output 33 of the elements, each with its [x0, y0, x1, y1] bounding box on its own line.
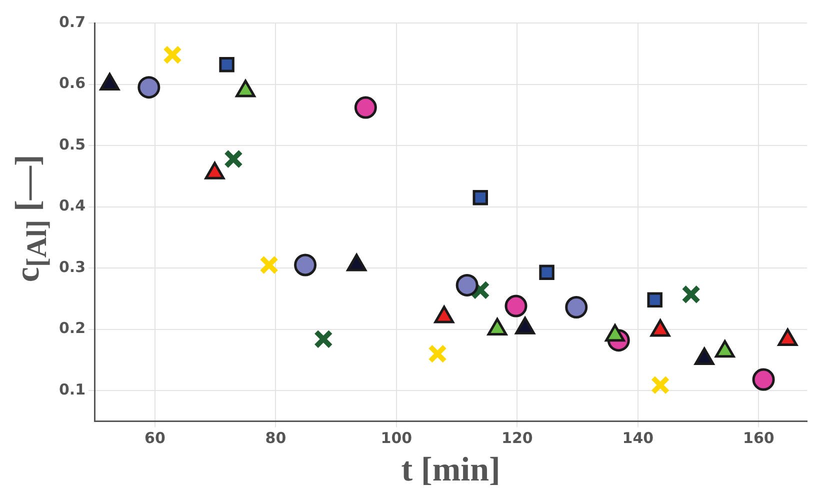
point — [650, 375, 670, 395]
y-tick-label: 0.7 — [58, 12, 86, 31]
y-tick-label: 0.4 — [58, 196, 86, 215]
x-tick-label: 140 — [622, 429, 654, 448]
y-tick-label: 0.6 — [58, 74, 86, 92]
x-tick-label: 120 — [502, 429, 533, 448]
point — [565, 296, 588, 319]
x-tick-label: 160 — [743, 429, 774, 448]
point — [138, 76, 160, 99]
point — [162, 45, 182, 64]
point — [224, 149, 244, 169]
point — [259, 255, 279, 275]
x-tick-label: 80 — [265, 429, 286, 448]
y-tick-label: 0.5 — [58, 135, 86, 154]
y-tick-label: 0.3 — [58, 258, 86, 276]
point — [472, 190, 488, 206]
point — [314, 330, 333, 349]
x-axis-title: t [min] — [401, 451, 500, 488]
point — [354, 96, 377, 119]
point — [219, 57, 234, 72]
point — [456, 274, 478, 296]
x-tick-label: 100 — [380, 429, 412, 448]
point — [504, 294, 528, 318]
point — [470, 280, 490, 300]
x-tick-label: 60 — [144, 429, 166, 448]
point — [682, 284, 701, 304]
point — [647, 292, 662, 308]
y-tick-label: 0.2 — [58, 319, 86, 338]
point — [539, 264, 554, 280]
point — [428, 344, 448, 364]
y-tick-label: 0.1 — [58, 380, 86, 398]
point — [294, 254, 317, 276]
point — [752, 368, 775, 391]
